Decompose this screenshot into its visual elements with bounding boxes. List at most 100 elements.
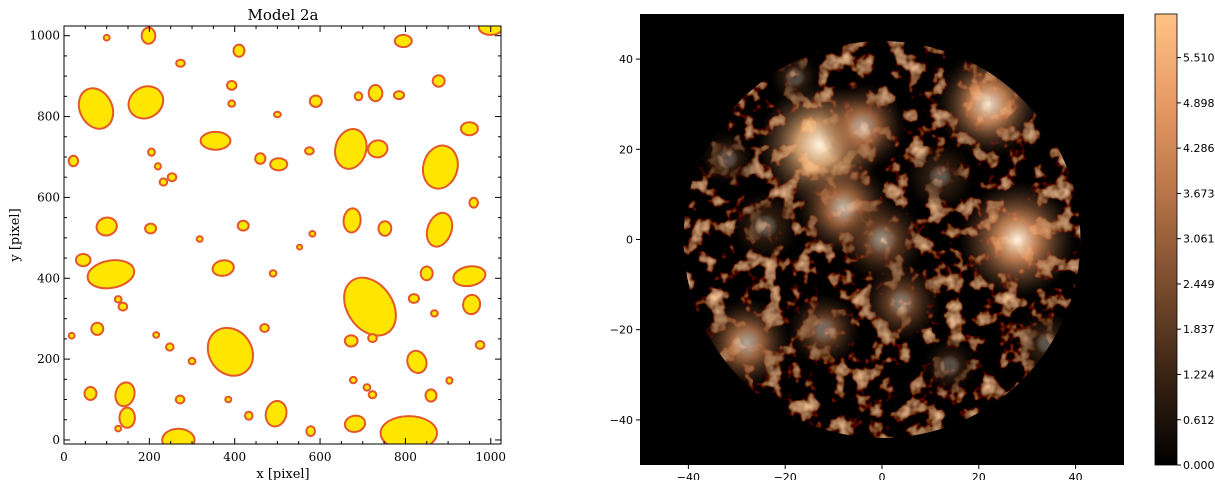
ellipse-marker [77, 87, 115, 130]
x-tick-label: −20 [774, 471, 797, 480]
hotspot [861, 263, 941, 343]
hotspot [906, 143, 974, 210]
left-chart: Model 2a 0 200 400 600 800 1000 0 200 400 600 800… [8, 6, 506, 480]
ellipse-marker [114, 381, 136, 408]
x-tick-label: 200 [138, 450, 161, 464]
plot-frame [63, 25, 502, 445]
ellipse-marker [268, 269, 278, 278]
ellipse-marker [254, 152, 267, 165]
ellipse-marker [174, 394, 186, 405]
ellipse-marker [468, 196, 480, 209]
ellipse-marker [367, 390, 378, 400]
ellipse-marker [353, 91, 364, 102]
ellipse-marker [227, 99, 237, 108]
x-tick-label: 400 [223, 450, 246, 464]
ellipse-marker [425, 211, 454, 248]
ellipse-marker [477, 26, 501, 36]
ellipse-marker [90, 321, 105, 336]
colorbar-tick-label: 3.061 [1183, 233, 1215, 246]
ellipse-marker [392, 90, 406, 101]
x-tick-label: 0 [60, 450, 68, 464]
ellipse-marker [117, 301, 129, 312]
ellipse-marker [342, 207, 362, 234]
colorbar-tick-label: 0.612 [1183, 414, 1215, 427]
ellipse-marker [195, 235, 204, 243]
ellipse-marker [74, 253, 92, 268]
ellipse-marker [226, 80, 238, 91]
colorbar [1154, 13, 1178, 466]
x-axis-label: x [pixel] [256, 467, 309, 480]
y-tick-label: −40 [610, 414, 633, 427]
x-tick-label: −40 [677, 471, 700, 480]
ellipse-marker [118, 406, 136, 429]
colorbar-tick-label: 4.898 [1183, 97, 1215, 110]
ellipse-marker [273, 110, 282, 119]
x-tick-label: 0 [879, 471, 886, 480]
ellipse-marker [67, 331, 76, 340]
y-tick-label: 0 [52, 433, 60, 447]
x-tick-label: 20 [972, 471, 986, 480]
ellipse-marker [367, 84, 384, 103]
y-tick-label: 20 [619, 143, 633, 156]
ellipse-layer [67, 26, 501, 444]
ellipse-marker [244, 410, 254, 421]
hotspot [787, 293, 861, 367]
ellipse-marker [377, 220, 393, 237]
ellipse-marker [67, 154, 80, 168]
hotspot [732, 192, 800, 260]
y-tick-label: 400 [37, 271, 60, 285]
x-tick-label: 40 [1069, 471, 1083, 480]
y-tick-label: 800 [37, 110, 60, 124]
ellipse-marker [348, 375, 358, 385]
hotspot [839, 196, 925, 283]
x-tick-label: 1000 [475, 450, 506, 464]
y-tick-label: 200 [37, 352, 60, 366]
colorbar-tick-label: 3.673 [1183, 187, 1215, 200]
ellipse-marker [264, 399, 288, 428]
ellipse-marker [304, 146, 315, 156]
colorbar-tick-label: 1.837 [1183, 323, 1215, 336]
ellipse-marker [452, 265, 487, 288]
colorbar-tick-label: 4.286 [1183, 142, 1215, 155]
ellipse-marker [445, 376, 454, 385]
ellipse-marker [334, 127, 368, 170]
ellipse-marker [165, 342, 175, 352]
colorbar-tick-label: 1.224 [1183, 369, 1215, 382]
colorbar-tick-label: 0.000 [1183, 459, 1215, 472]
ellipse-marker [308, 94, 323, 108]
ellipse-marker [206, 326, 255, 377]
y-axis-label: y [pixel] [8, 208, 23, 262]
colorbar-tick-label: 2.449 [1183, 278, 1215, 291]
ellipse-marker [459, 121, 479, 137]
ellipse-marker [153, 162, 162, 171]
ellipse-marker [474, 340, 486, 350]
right-chart: −40 −20 0 20 40 40 20 0 −20 −40 5.510 4.898 4.286 3… [610, 13, 1215, 480]
ellipse-marker [407, 293, 420, 304]
x-axis: −40 −20 0 20 40 [677, 465, 1083, 480]
ellipse-marker [424, 388, 438, 403]
ellipse-marker [187, 356, 197, 366]
ellipse-marker [462, 293, 482, 316]
ellipse-marker [158, 177, 169, 187]
ellipse-marker [86, 259, 136, 290]
ellipse-marker [419, 265, 434, 282]
ellipse-marker [232, 43, 246, 58]
hotspot [959, 181, 1076, 298]
ellipse-marker [166, 172, 178, 183]
ellipse-marker [144, 222, 158, 235]
ellipse-marker [113, 295, 123, 304]
ellipse-marker [343, 334, 359, 348]
ellipse-marker [367, 333, 378, 344]
ellipse-marker [406, 349, 428, 374]
hotspot [919, 335, 980, 396]
ellipse-marker [421, 144, 459, 190]
y-tick-label: 40 [619, 53, 633, 66]
ellipse-marker [140, 26, 157, 45]
y-tick-label: 600 [37, 190, 60, 204]
ellipse-marker [199, 130, 232, 151]
ellipse-marker [366, 139, 389, 159]
hotspot [818, 82, 907, 171]
hotspot [696, 127, 759, 190]
ellipse-marker [224, 395, 233, 404]
